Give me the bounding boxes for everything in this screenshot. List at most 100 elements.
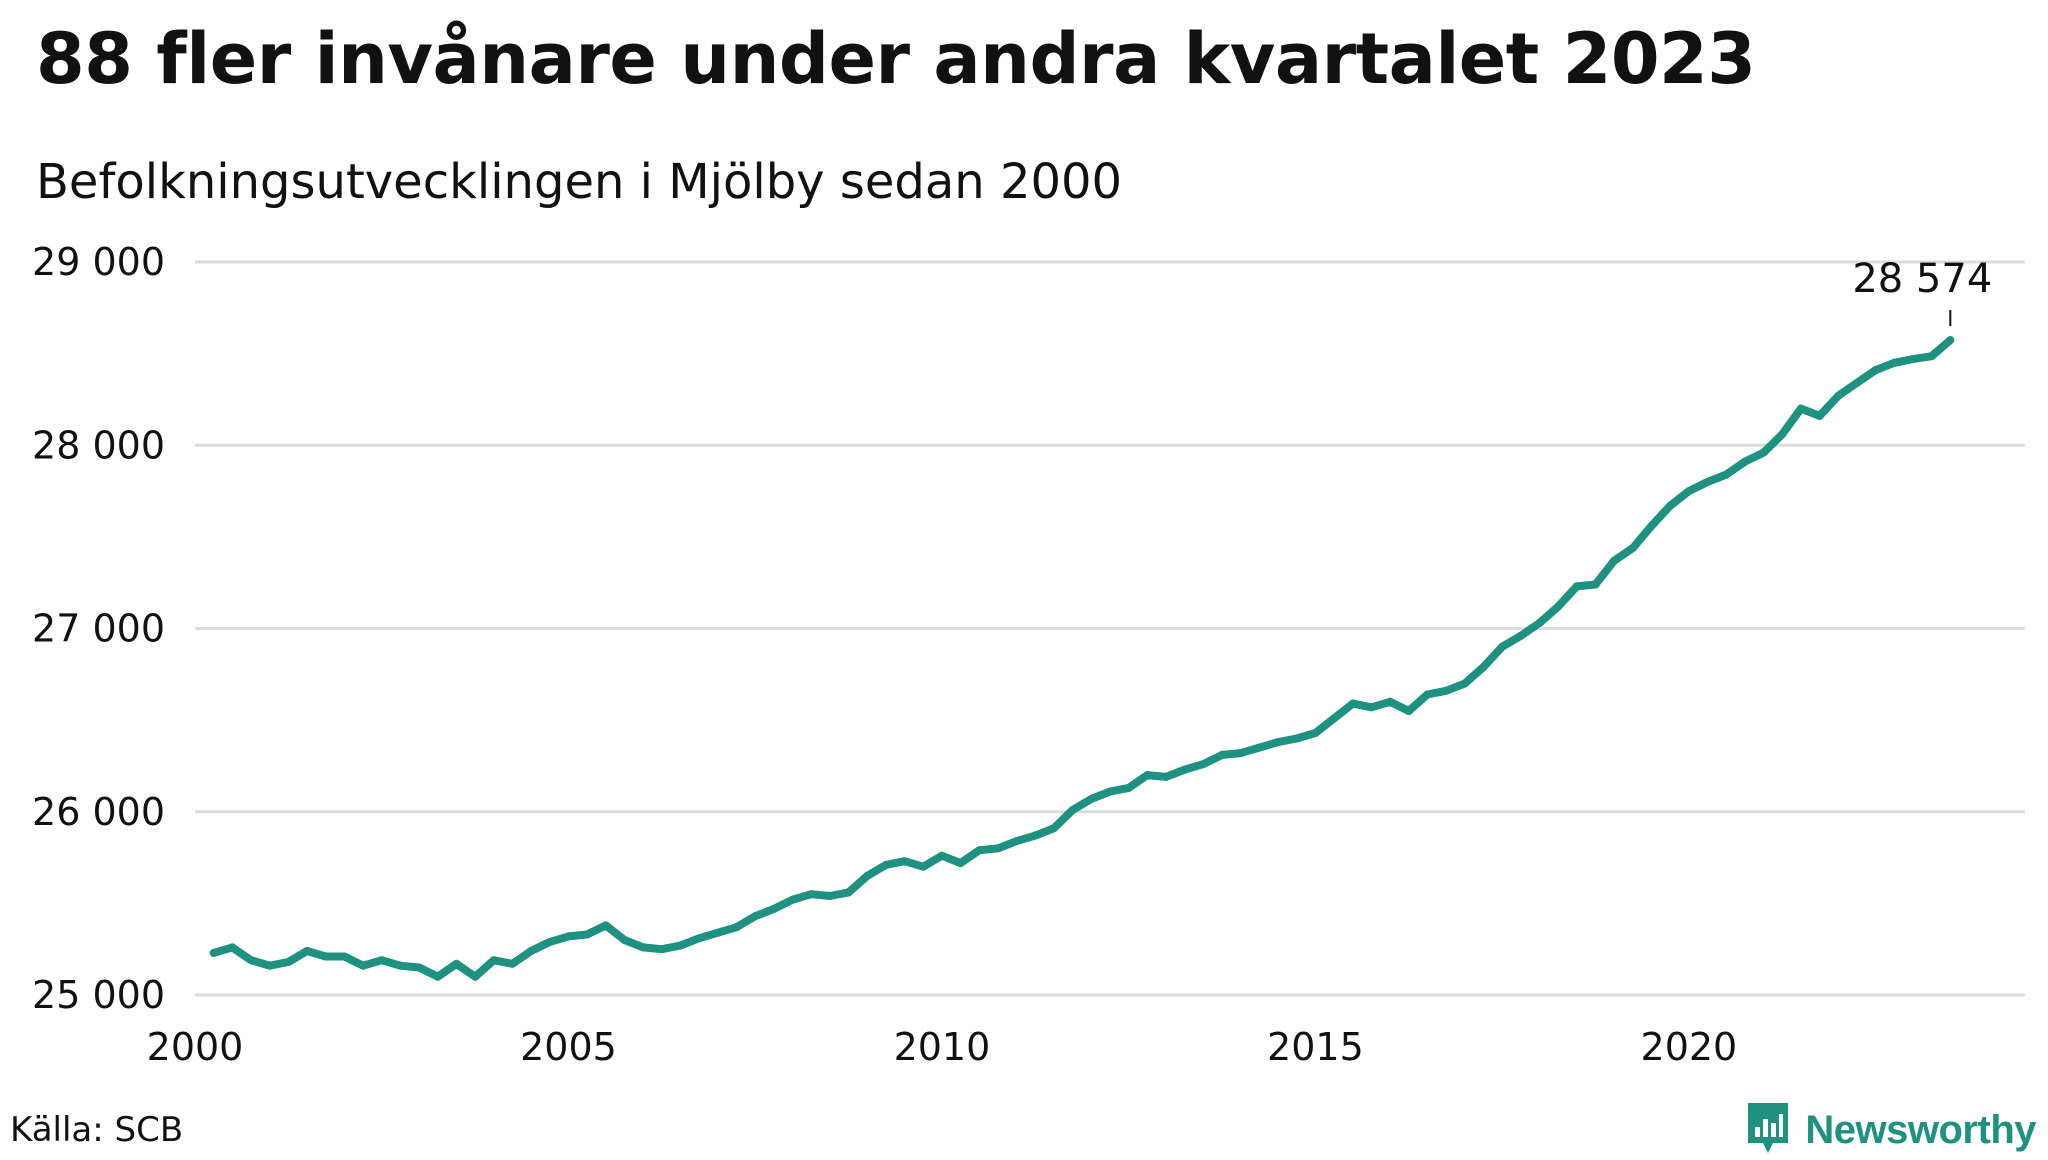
x-axis-ticks: 2000 2005 2010 2015 2020: [147, 1025, 1738, 1069]
y-tick-label: 26 000: [32, 790, 165, 834]
data-point: [1031, 831, 1040, 840]
data-point: [639, 943, 648, 952]
data-point: [1498, 642, 1507, 651]
x-tick-label: 2000: [147, 1025, 244, 1069]
data-point: [1535, 619, 1544, 627]
data-point: [209, 948, 218, 957]
data-point: [1143, 771, 1152, 780]
data-point: [956, 859, 965, 868]
data-point: [321, 952, 330, 961]
data-point: [265, 961, 274, 970]
data-point: [396, 961, 405, 970]
data-point: [919, 862, 928, 871]
data-point: [994, 844, 1002, 853]
brand-name: Newsworthy: [1805, 1107, 2036, 1152]
y-axis-ticks: 25 000 26 000 27 000 28 000 29 000: [32, 240, 165, 1017]
data-point: [863, 871, 872, 880]
data-point: [1423, 690, 1432, 699]
data-point: [1815, 411, 1824, 420]
data-point: [452, 959, 461, 968]
data-point: [1554, 602, 1563, 611]
x-tick-label: 2005: [520, 1025, 617, 1069]
data-point: [415, 963, 424, 972]
data-point: [1311, 729, 1320, 737]
data-point: [1852, 378, 1861, 387]
data-point: [713, 928, 722, 937]
data-point: [1722, 470, 1731, 479]
data-point: [807, 890, 816, 899]
y-tick-label: 27 000: [32, 607, 165, 651]
data-point: [489, 956, 498, 965]
data-point: [1740, 457, 1749, 466]
data-point: [1255, 743, 1264, 752]
data-point: [228, 943, 237, 952]
data-point: [1927, 352, 1936, 361]
data-point: [1834, 391, 1843, 400]
data-point: [1087, 794, 1096, 803]
data-point: [657, 945, 666, 954]
data-point: [1106, 787, 1114, 796]
data-point: [844, 888, 853, 897]
data-point: [751, 912, 760, 921]
data-point: [1909, 355, 1917, 364]
data-point: [1516, 631, 1525, 640]
data-point: [340, 952, 349, 961]
end-value-label: 28 574: [1852, 256, 1992, 302]
data-point: [527, 947, 536, 955]
data-point: [1647, 521, 1656, 530]
bar-chart-speech-bubble-icon: [1745, 1100, 1791, 1160]
source-label: Källa: SCB: [10, 1110, 184, 1150]
y-tick-label: 25 000: [32, 973, 165, 1017]
data-point: [583, 930, 592, 939]
data-point: [601, 921, 610, 930]
data-point: [303, 947, 311, 955]
x-tick-label: 2015: [1267, 1025, 1364, 1069]
data-point: [975, 846, 984, 855]
data-point: [1386, 697, 1395, 706]
data-point: [732, 923, 741, 932]
y-tick-label: 29 000: [32, 240, 165, 284]
data-point: [1666, 501, 1675, 510]
data-point: [1068, 805, 1077, 814]
data-point: [1404, 707, 1413, 715]
data-point: [471, 972, 480, 981]
data-point: [247, 956, 255, 965]
data-point: [1591, 580, 1600, 589]
data-point: [1292, 734, 1301, 743]
data-point: [1442, 686, 1451, 695]
data-point: [284, 958, 293, 966]
data-point: [1703, 477, 1712, 486]
data-point: [359, 961, 368, 970]
data-point: [1479, 663, 1488, 671]
brand-logo[interactable]: Newsworthy: [1745, 1100, 2036, 1160]
data-point: [1124, 783, 1133, 792]
data-point: [1628, 543, 1637, 552]
chart-subtitle: Befolkningsutvecklingen i Mjölby sedan 2…: [36, 154, 1123, 210]
data-point: [1759, 448, 1768, 457]
data-point: [1162, 772, 1170, 781]
data-point: [545, 937, 554, 946]
chart-title: 88 fler invånare under andra kvartalet 2…: [36, 18, 1756, 100]
data-point: [1012, 837, 1021, 846]
data-point: [825, 892, 834, 900]
data-point: [1890, 358, 1899, 367]
data-point: [1778, 430, 1787, 439]
data-point: [1610, 556, 1619, 565]
grid-lines: [195, 260, 2025, 997]
data-point: [695, 934, 704, 943]
data-point: [620, 936, 629, 944]
data-point: [1050, 824, 1058, 833]
data-point: [433, 972, 442, 981]
data-point: [1946, 336, 1955, 345]
data-point: [881, 860, 890, 869]
y-tick-label: 28 000: [32, 423, 165, 467]
data-point: [1871, 366, 1880, 375]
data-point: [769, 904, 778, 913]
data-points: [209, 336, 1955, 981]
data-point: [1684, 487, 1693, 496]
data-point: [508, 959, 517, 968]
data-point: [1572, 582, 1581, 591]
data-point: [788, 895, 797, 904]
data-point: [1180, 765, 1189, 774]
data-point: [1367, 703, 1376, 712]
